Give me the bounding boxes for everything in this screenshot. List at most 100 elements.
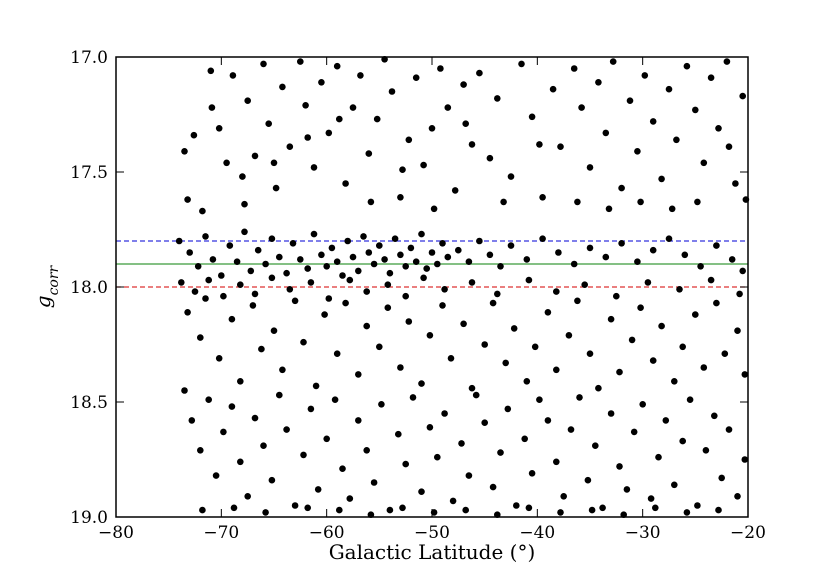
data-point-320 (683, 509, 691, 516)
data-point-291 (639, 401, 646, 408)
data-point-111 (339, 272, 346, 279)
data-point-66 (715, 125, 722, 132)
data-point-205 (460, 320, 467, 328)
data-point-263 (418, 488, 425, 496)
data-point-44 (528, 113, 536, 121)
data-point-242 (251, 414, 259, 422)
data-point-183 (228, 315, 236, 323)
data-point-0 (181, 148, 188, 155)
data-point-142 (586, 244, 594, 252)
data-point-48 (570, 65, 578, 72)
data-point-287 (607, 410, 615, 417)
data-point-191 (312, 382, 320, 390)
data-point-7 (229, 72, 237, 79)
data-point-157 (237, 281, 244, 289)
data-point-146 (649, 246, 657, 254)
data-point-76 (367, 198, 375, 206)
data-point-219 (607, 315, 615, 323)
x-tick-label-1: −70 (203, 523, 239, 543)
data-point-222 (637, 304, 644, 312)
data-point-57 (641, 72, 649, 79)
data-point-12 (265, 120, 273, 127)
data-point-145 (634, 258, 641, 266)
data-point-52 (602, 129, 610, 137)
data-point-237 (212, 472, 220, 479)
data-point-2 (190, 131, 198, 139)
data-point-288 (616, 463, 623, 470)
data-point-175 (644, 279, 652, 286)
data-point-206 (468, 384, 476, 392)
data-point-24 (357, 72, 364, 79)
data-point-108 (323, 263, 331, 270)
data-point-225 (671, 378, 678, 385)
data-point-129 (434, 260, 441, 268)
data-point-117 (370, 260, 378, 268)
data-point-62 (683, 62, 691, 70)
data-point-60 (665, 85, 673, 93)
data-point-153 (178, 279, 185, 286)
data-point-65 (707, 74, 715, 81)
data-point-165 (384, 281, 392, 289)
data-point-208 (489, 299, 497, 307)
data-point-265 (434, 453, 441, 461)
data-point-228 (700, 364, 708, 371)
data-point-43 (518, 60, 525, 68)
data-point-92 (209, 256, 217, 263)
data-point-221 (628, 336, 636, 344)
data-point-73 (270, 159, 278, 167)
data-point-273 (497, 449, 504, 456)
data-point-21 (333, 62, 341, 70)
data-point-266 (441, 410, 448, 417)
data-point-230 (721, 350, 729, 358)
data-point-53 (609, 58, 617, 65)
data-point-141 (570, 260, 578, 268)
data-point-58 (649, 118, 657, 125)
data-point-240 (237, 458, 244, 466)
x-tick-label-6: −20 (730, 523, 766, 543)
data-point-277 (528, 470, 536, 477)
data-point-152 (739, 267, 746, 275)
data-point-54 (618, 184, 625, 192)
data-point-232 (741, 371, 749, 378)
data-point-14 (279, 83, 286, 91)
data-point-20 (325, 129, 333, 137)
data-point-86 (694, 198, 701, 206)
data-point-41 (494, 95, 501, 102)
data-point-297 (686, 396, 694, 404)
data-point-303 (734, 493, 741, 500)
data-point-163 (346, 276, 354, 284)
data-point-98 (254, 246, 262, 254)
data-point-187 (270, 327, 278, 335)
y-tick-label-4: 19.0 (70, 508, 108, 528)
data-point-244 (268, 476, 276, 484)
data-point-235 (197, 447, 204, 454)
x-tick-label-0: −80 (98, 523, 134, 543)
data-point-156 (220, 292, 227, 300)
data-point-1 (184, 196, 191, 203)
data-point-289 (623, 486, 631, 493)
data-point-223 (649, 357, 657, 364)
data-point-213 (544, 309, 552, 316)
data-point-220 (616, 368, 623, 376)
data-point-285 (592, 442, 599, 450)
data-point-94 (226, 242, 234, 249)
data-point-193 (333, 350, 341, 358)
data-point-140 (555, 249, 562, 256)
data-point-90 (194, 263, 202, 270)
data-point-107 (318, 251, 325, 259)
data-point-105 (304, 265, 312, 272)
data-point-300 (711, 412, 718, 420)
data-point-196 (363, 322, 371, 330)
data-point-236 (205, 396, 212, 404)
data-point-170 (494, 290, 501, 298)
data-point-113 (349, 253, 357, 261)
data-point-179 (184, 309, 191, 316)
data-point-167 (420, 274, 427, 282)
data-point-150 (713, 242, 720, 249)
data-point-130 (439, 240, 446, 247)
axis-ticks: −80 −70 −60 −50 −40 −30 −20 17.0 17.5 18.0 18.5 19.… (70, 48, 766, 543)
data-point-188 (279, 366, 286, 374)
data-point-13 (272, 184, 280, 192)
data-point-30 (405, 136, 413, 144)
data-point-38 (468, 141, 476, 148)
